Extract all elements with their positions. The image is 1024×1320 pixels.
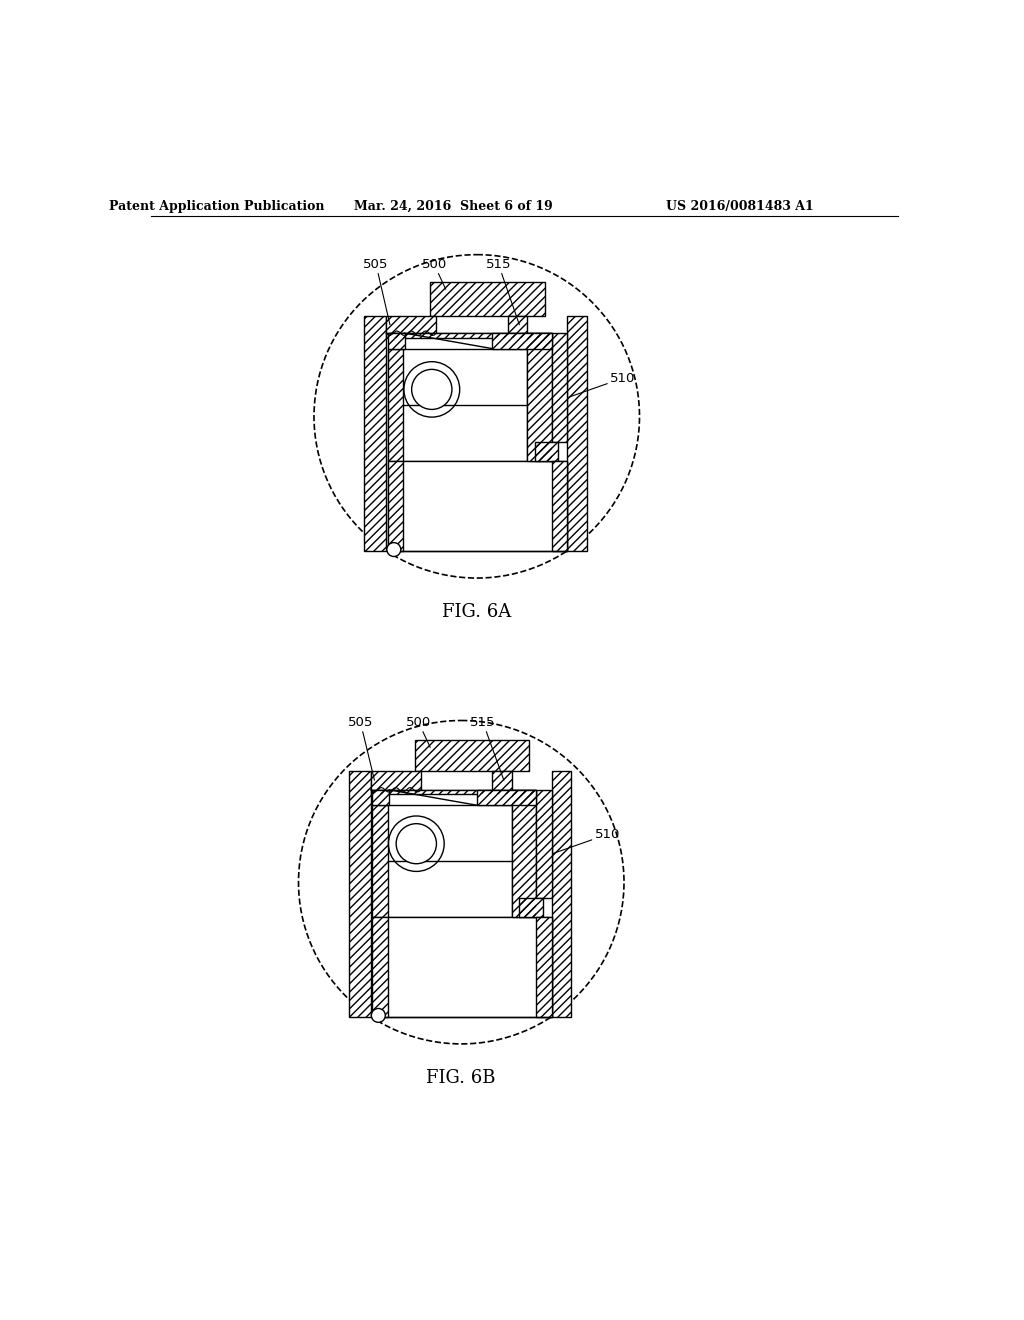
Bar [372,805,388,917]
Bar [493,333,552,348]
Bar [519,898,543,917]
Bar [371,789,537,795]
Bar [365,317,386,552]
Bar [430,281,545,317]
Text: FIG. 6B: FIG. 6B [427,1069,496,1086]
Bar [372,805,512,917]
Bar [372,789,389,805]
Bar [537,789,552,898]
Bar [537,917,552,1016]
Bar [386,317,436,333]
Bar [371,789,537,795]
Bar [477,789,537,805]
Bar [512,789,537,917]
Bar [508,317,527,333]
Bar [537,917,552,1016]
Text: 505: 505 [348,715,375,780]
Bar [371,771,421,789]
Bar [415,739,529,771]
Bar [371,771,421,789]
Circle shape [372,1008,385,1022]
Bar [535,442,558,461]
Bar [567,317,587,552]
Bar [386,333,552,338]
Text: Patent Application Publication: Patent Application Publication [110,199,325,213]
Bar [535,442,558,461]
Text: 510: 510 [569,372,636,397]
Text: 515: 515 [485,257,519,325]
Text: 515: 515 [470,715,504,780]
Text: US 2016/0081483 A1: US 2016/0081483 A1 [667,199,814,213]
Bar [415,739,529,771]
Bar [388,348,527,461]
Bar [372,805,388,917]
Circle shape [396,824,436,863]
Bar [493,771,512,789]
Bar [388,461,567,552]
Bar [372,917,388,1016]
Bar [349,771,371,1016]
Bar [349,771,371,1016]
Bar [552,333,567,442]
Bar [365,317,386,552]
Bar [386,333,552,338]
Bar [477,789,537,805]
Bar [430,281,545,317]
Bar [552,771,571,1016]
Text: 500: 500 [422,257,446,289]
Bar [508,317,527,333]
Text: FIG. 6A: FIG. 6A [442,603,511,620]
Circle shape [412,370,452,409]
Bar [372,917,388,1016]
Bar [386,317,436,333]
Bar [493,771,512,789]
Bar [388,333,404,348]
Bar [527,333,552,461]
Bar [372,917,552,1016]
Bar [512,789,537,917]
Text: 505: 505 [364,257,390,325]
Bar [388,461,403,552]
Bar [552,461,567,552]
Text: Mar. 24, 2016  Sheet 6 of 19: Mar. 24, 2016 Sheet 6 of 19 [354,199,553,213]
Bar [388,348,403,461]
Bar [372,789,389,805]
Bar [552,771,571,1016]
Text: 500: 500 [406,715,431,747]
Bar [552,461,567,552]
Circle shape [387,543,400,557]
Bar [493,333,552,348]
Bar [537,789,552,898]
Text: 510: 510 [554,828,620,853]
Bar [527,333,552,461]
Bar [388,348,403,461]
Bar [552,333,567,442]
Bar [388,333,404,348]
Bar [519,898,543,917]
Bar [567,317,587,552]
Bar [388,461,403,552]
